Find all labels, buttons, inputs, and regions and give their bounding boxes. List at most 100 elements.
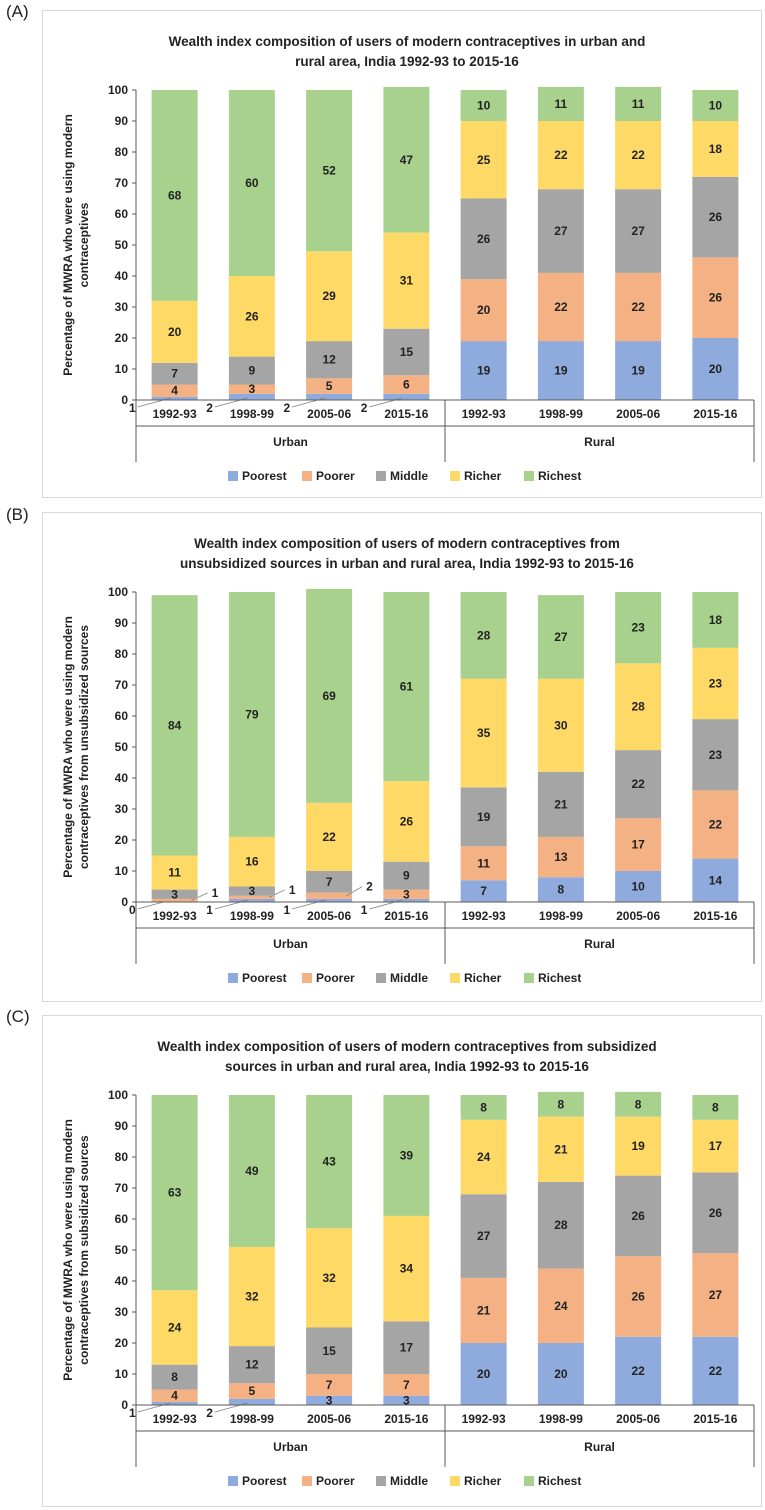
x-tick-label: 2005-06 [616, 909, 660, 923]
data-label: 27 [554, 630, 568, 644]
bar-segment-richest [306, 1095, 353, 1229]
data-label: 29 [322, 289, 336, 303]
data-label: 7 [326, 1378, 333, 1392]
y-tick-label: 90 [115, 114, 129, 128]
data-label: 1 [129, 401, 136, 415]
data-label: 23 [709, 676, 723, 690]
x-tick-label: 1998-99 [539, 1412, 583, 1426]
legend-swatch-middle [376, 973, 386, 983]
data-label: 63 [168, 1186, 182, 1200]
data-label: 32 [245, 1290, 259, 1304]
x-tick-label: 1998-99 [230, 1412, 274, 1426]
legend-swatch-poorer [302, 973, 312, 983]
data-label: 43 [322, 1155, 336, 1169]
y-tick-label: 50 [115, 740, 129, 754]
bar-segment-middle [306, 341, 353, 379]
y-tick-label: 80 [115, 647, 129, 661]
data-label: 1 [361, 903, 368, 917]
data-label: 2 [206, 401, 213, 415]
bar-segment-richest [383, 592, 430, 782]
chart-title-line: rural area, India 1992-93 to 2015-16 [295, 54, 519, 69]
x-tick-label: 2015-16 [693, 1412, 737, 1426]
data-label: 18 [709, 142, 723, 156]
x-tick-label: 1992-93 [153, 407, 197, 421]
bar-segment-middle [460, 1194, 507, 1278]
bar-segment-middle [537, 1181, 584, 1269]
data-label: 22 [631, 300, 645, 314]
y-tick-label: 30 [115, 802, 129, 816]
legend-swatch-middle [376, 471, 386, 481]
bar-segment-poorest [306, 393, 353, 400]
bar-segment-richest [151, 90, 198, 301]
legend-swatch-richest [524, 471, 534, 481]
bar-segment-poorer [383, 375, 430, 394]
data-label: 60 [245, 176, 259, 190]
data-label: 20 [554, 1367, 568, 1381]
legend-label-poorest: Poorest [242, 971, 287, 985]
y-axis-label-line: contraceptives [77, 202, 91, 287]
data-label: 6 [403, 378, 410, 392]
data-label: 17 [709, 1139, 723, 1153]
data-label: 22 [709, 818, 723, 832]
bar-segment-middle [151, 362, 198, 385]
y-tick-label: 40 [115, 269, 129, 283]
data-label: 3 [249, 382, 256, 396]
data-label: 7 [480, 884, 487, 898]
data-label: 1 [289, 883, 296, 897]
bar-segment-richer [306, 802, 353, 871]
data-label: 3 [403, 887, 410, 901]
label-leader-line [345, 886, 363, 897]
bar-segment-richer [228, 836, 275, 887]
bar-segment-richest [151, 1095, 198, 1291]
bar-segment-poorer [692, 790, 739, 859]
x-tick-label: 2005-06 [307, 407, 351, 421]
bar-segment-richer [537, 121, 584, 190]
data-label: 22 [709, 1364, 723, 1378]
y-tick-label: 100 [108, 585, 128, 599]
bar-segment-middle [383, 1321, 430, 1374]
data-label: 19 [554, 364, 568, 378]
bar-segment-poorest [692, 338, 739, 400]
data-label: 3 [249, 884, 256, 898]
bar-segment-middle [228, 886, 275, 896]
bar-segment-richer [306, 1228, 353, 1328]
bar-segment-poorest [692, 1336, 739, 1405]
bar-segment-poorest [306, 1395, 353, 1405]
data-label: 5 [326, 379, 333, 393]
data-label: 14 [709, 873, 723, 887]
bar-segment-richest [537, 1091, 584, 1117]
data-label: 22 [631, 148, 645, 162]
data-label: 9 [403, 869, 410, 883]
bar-segment-richest [460, 592, 507, 679]
data-label: 8 [558, 1097, 565, 1111]
data-label: 20 [168, 325, 182, 339]
data-label: 18 [709, 613, 723, 627]
data-label: 4 [171, 1389, 178, 1403]
group-label-urban: Urban [273, 937, 308, 951]
data-label: 10 [477, 99, 491, 113]
y-tick-label: 90 [115, 1119, 129, 1133]
y-tick-label: 20 [115, 331, 129, 345]
data-label: 2 [361, 401, 368, 415]
y-tick-label: 40 [115, 1274, 129, 1288]
bar-segment-poorest [151, 1401, 198, 1405]
bar-segment-richest [692, 90, 739, 121]
y-tick-label: 20 [115, 1336, 129, 1350]
bar-segment-middle [228, 356, 275, 385]
bar-segment-middle [460, 787, 507, 847]
bar-segment-poorer [460, 279, 507, 342]
data-label: 22 [631, 1364, 645, 1378]
data-label: 20 [709, 362, 723, 376]
legend-label-richer: Richer [464, 1474, 502, 1488]
y-axis-label: Percentage of MWRA who were using modern… [61, 114, 91, 376]
bar-segment-richest [537, 86, 584, 121]
bar-segment-poorer [306, 378, 353, 394]
data-label: 12 [322, 353, 336, 367]
legend-swatch-poorest [228, 973, 238, 983]
y-axis-label: Percentage of MWRA who were using modern… [61, 1119, 91, 1381]
bar-segment-middle [537, 771, 584, 837]
y-tick-label: 30 [115, 300, 129, 314]
data-label: 84 [168, 718, 182, 732]
data-label: 2 [206, 1406, 213, 1420]
data-label: 23 [709, 748, 723, 762]
